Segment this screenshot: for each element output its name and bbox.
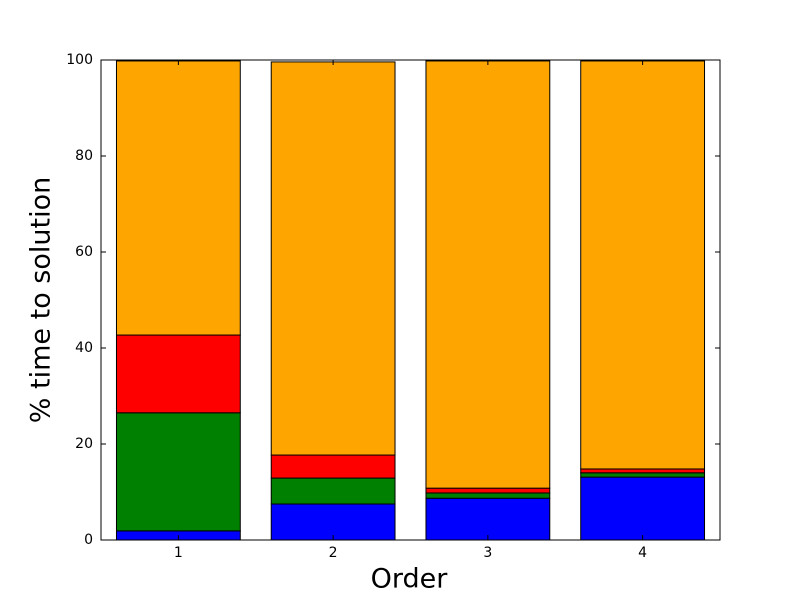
x-tick-label: 2 bbox=[329, 545, 338, 561]
bar-segment bbox=[270, 61, 396, 456]
x-tick-label: 1 bbox=[174, 545, 183, 561]
y-tick-label: 60 bbox=[75, 244, 93, 260]
x-tick-label: 3 bbox=[483, 545, 492, 561]
y-tick-label: 20 bbox=[75, 436, 93, 452]
bar-segment bbox=[425, 487, 551, 494]
bar-segment bbox=[580, 468, 706, 474]
bar-segment bbox=[115, 412, 241, 532]
y-tick-label: 80 bbox=[75, 148, 93, 164]
x-tick-label: 4 bbox=[638, 545, 647, 561]
bar-segment bbox=[425, 492, 551, 499]
bar-segment bbox=[115, 334, 241, 414]
y-tick-label: 40 bbox=[75, 340, 93, 356]
bar-segment bbox=[270, 503, 396, 541]
y-tick-label: 100 bbox=[66, 52, 93, 68]
y-axis-label: % time to solution bbox=[26, 177, 57, 423]
bar-segment bbox=[270, 477, 396, 505]
bar-segment bbox=[580, 60, 706, 470]
x-axis-label: Order bbox=[371, 564, 449, 595]
y-tick-label: 0 bbox=[84, 532, 93, 548]
bar-segment bbox=[425, 60, 551, 489]
bar-segment bbox=[270, 454, 396, 479]
bar-segment bbox=[425, 497, 551, 541]
plot-frame bbox=[100, 59, 721, 541]
bar-segment bbox=[115, 60, 241, 336]
bar-segment bbox=[580, 472, 706, 478]
bar-segment bbox=[580, 476, 706, 541]
